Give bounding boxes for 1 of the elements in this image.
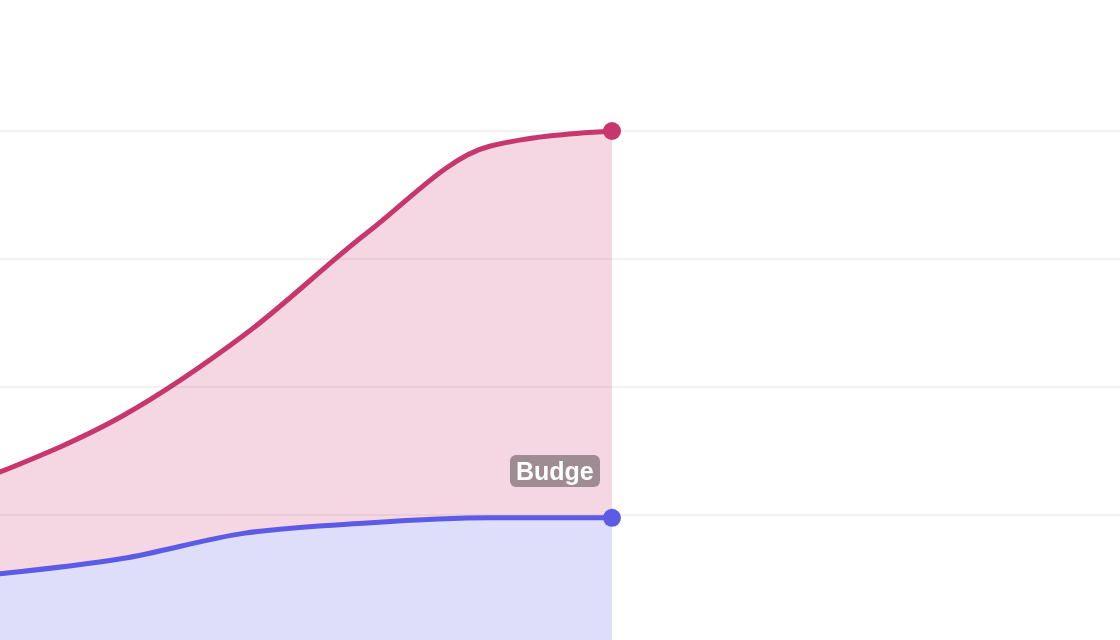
annotation: Budge (516, 457, 594, 485)
